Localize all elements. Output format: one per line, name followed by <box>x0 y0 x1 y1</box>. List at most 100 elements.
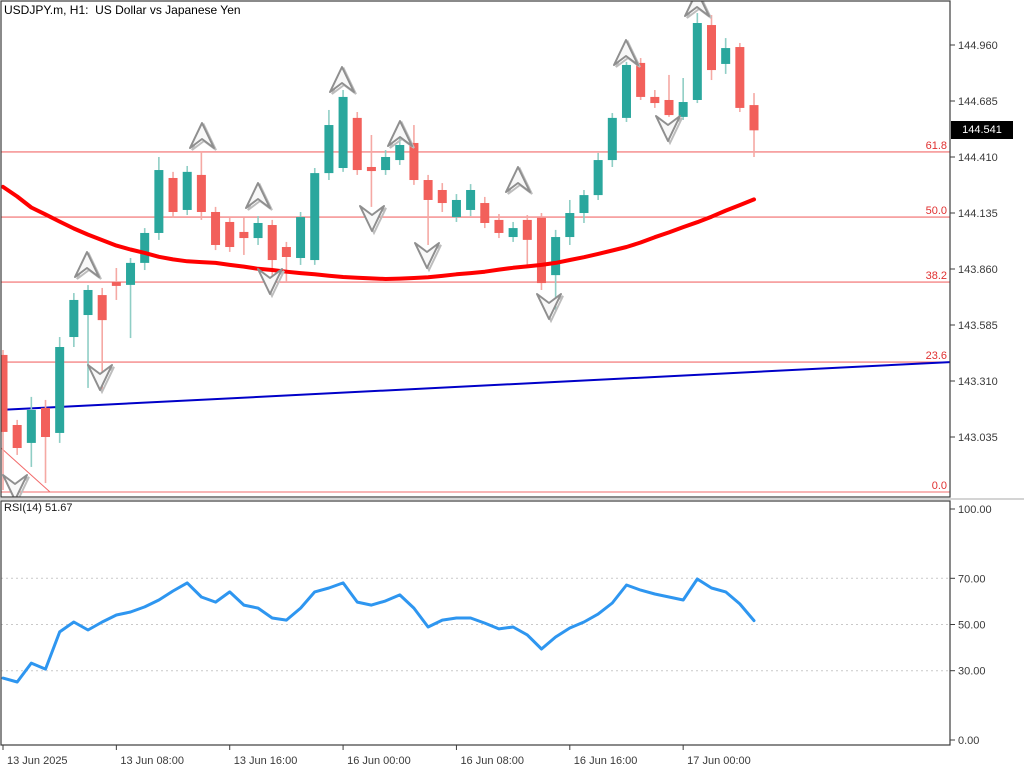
fib-label-0.0: 0.0 <box>932 480 947 492</box>
rsi-axis-label: 100.00 <box>958 504 992 516</box>
candle-body <box>310 173 320 261</box>
fractal-down-icon <box>536 293 562 320</box>
candle-body <box>111 282 121 286</box>
candle-body <box>579 195 589 214</box>
rsi-axis-label: 30.00 <box>958 666 986 678</box>
chart-title: USDJPY.m, H1: US Dollar vs Japanese Yen <box>4 3 241 17</box>
fractal-up-icon <box>387 120 413 147</box>
candle-body <box>536 217 546 284</box>
time-axis-label: 16 Jun 16:00 <box>574 755 638 767</box>
candle-body <box>451 199 461 218</box>
candle-body <box>749 105 759 131</box>
candle-body <box>551 237 561 276</box>
price-axis-label: 144.685 <box>958 96 998 108</box>
candle-body <box>721 48 731 64</box>
time-axis-label: 13 Jun 08:00 <box>120 755 184 767</box>
candle-body <box>678 102 688 117</box>
rsi-axis-label: 0.00 <box>958 735 979 747</box>
candle-body <box>154 170 164 233</box>
candle-body <box>381 157 391 171</box>
price-axis-label: 143.035 <box>958 432 998 444</box>
rsi-line <box>1 577 756 684</box>
fractal-down-icon <box>359 205 385 232</box>
candle-body <box>253 222 263 239</box>
candle-body <box>395 144 405 161</box>
candle-body <box>480 203 490 223</box>
candle-body <box>126 262 136 285</box>
fractal-down-icon <box>2 474 28 497</box>
fractal-up-icon <box>613 39 639 66</box>
candle-body <box>140 232 150 263</box>
candle-body <box>267 225 277 261</box>
candle-body <box>352 117 362 171</box>
fib-label-50.0: 50.0 <box>926 205 947 217</box>
fib-baseline[interactable] <box>0 447 51 493</box>
fib-label-38.2: 38.2 <box>926 270 947 282</box>
time-axis-label: 13 Jun 16:00 <box>234 755 298 767</box>
candle-body <box>366 166 376 172</box>
candle-body <box>707 25 716 71</box>
candle-body <box>692 23 702 100</box>
candle-body <box>97 295 107 321</box>
price-axis-label: 143.310 <box>958 376 998 388</box>
candle-body <box>12 424 22 449</box>
chart-price-pane[interactable] <box>0 0 950 502</box>
chart-rsi-pane[interactable] <box>1 577 950 684</box>
candle-body <box>83 289 93 316</box>
candle-body <box>296 217 306 259</box>
candle-body <box>69 299 79 338</box>
candle-body <box>324 125 334 174</box>
fractal-up-icon <box>189 122 215 149</box>
candle-body <box>664 99 674 116</box>
price-axis-label: 143.860 <box>958 264 998 276</box>
rsi-axis-label: 70.00 <box>958 573 986 585</box>
price-pane-frame <box>0 0 951 498</box>
fib-label-23.6: 23.6 <box>926 350 947 362</box>
trendline[interactable] <box>0 361 950 411</box>
candle-body <box>522 219 532 240</box>
candle-body <box>225 221 235 248</box>
candle-body <box>41 407 51 438</box>
price-axis-label: 143.585 <box>958 320 998 332</box>
fractal-down-icon <box>414 242 440 269</box>
current-price-box: 144.541 <box>951 121 1013 139</box>
price-axis-label: 144.135 <box>958 208 998 220</box>
candle-body <box>182 171 192 210</box>
fractal-up-icon <box>505 166 531 193</box>
time-axis-label: 13 Jun 2025 <box>7 755 68 767</box>
rsi-axis-label: 50.00 <box>958 620 986 632</box>
fractal-down-icon <box>257 268 283 295</box>
candle-body <box>593 160 603 196</box>
ma-line <box>1 184 756 281</box>
candle-body <box>621 64 631 118</box>
candle-body <box>437 189 447 204</box>
candle-body <box>636 62 646 97</box>
candle-body <box>338 96 348 169</box>
candle-body <box>281 247 291 257</box>
time-axis-label: 16 Jun 08:00 <box>460 755 524 767</box>
rsi-pane-frame <box>0 500 951 746</box>
candle-body <box>211 211 221 245</box>
candle-body <box>508 228 518 238</box>
candle-body <box>735 47 745 108</box>
candle-body <box>55 347 65 433</box>
fib-label-61.8: 61.8 <box>926 140 947 152</box>
rsi-indicator-label: RSI(14) 51.67 <box>4 502 73 514</box>
price-axis-label: 144.410 <box>958 152 998 164</box>
time-axis-label: 17 Jun 00:00 <box>687 755 751 767</box>
fractal-up-icon <box>74 251 100 278</box>
candle-body <box>423 180 433 200</box>
fractal-up-icon <box>329 66 355 93</box>
candle-body <box>239 231 249 239</box>
candle-body <box>494 219 504 233</box>
candle-body <box>466 189 476 210</box>
candle-body <box>409 142 419 181</box>
fractal-down-icon <box>655 115 681 142</box>
candle-body <box>607 117 617 161</box>
candle-body <box>565 213 575 238</box>
candle-body <box>1 354 8 432</box>
fractal-up-icon <box>684 1 710 17</box>
